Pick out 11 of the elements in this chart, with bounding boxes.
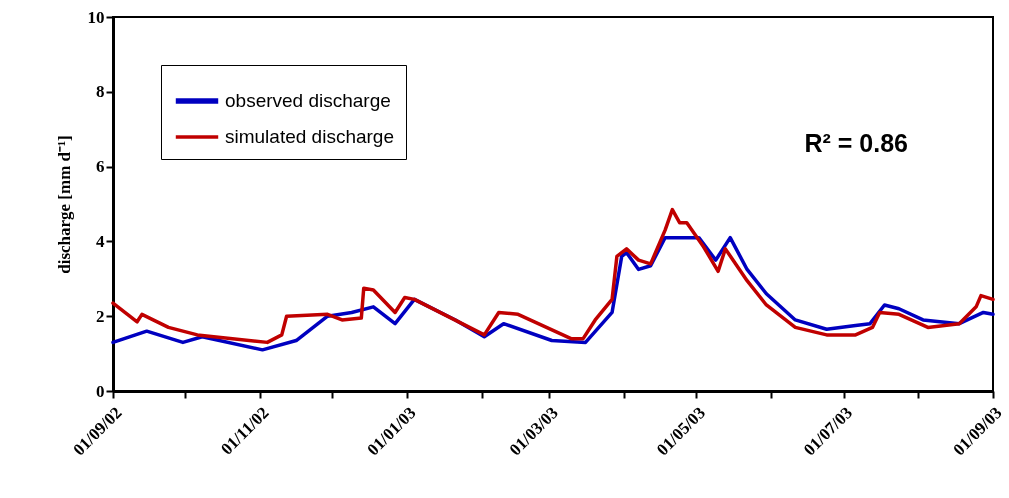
legend-label: simulated discharge xyxy=(225,126,394,147)
y-tick-label: 2 xyxy=(96,306,105,326)
legend-label: observed discharge xyxy=(225,90,391,111)
line-series xyxy=(111,207,995,345)
y-tick-label: 10 xyxy=(87,7,105,27)
y-tick-label: 6 xyxy=(96,157,105,177)
y-tick-label: 8 xyxy=(96,82,105,102)
y-tick-label: 0 xyxy=(96,381,105,401)
y-axis-title: discharge [mm d⁻¹] xyxy=(54,135,74,274)
annotation: R² = 0.86 xyxy=(804,129,908,157)
y-tick-label: 4 xyxy=(96,231,105,251)
